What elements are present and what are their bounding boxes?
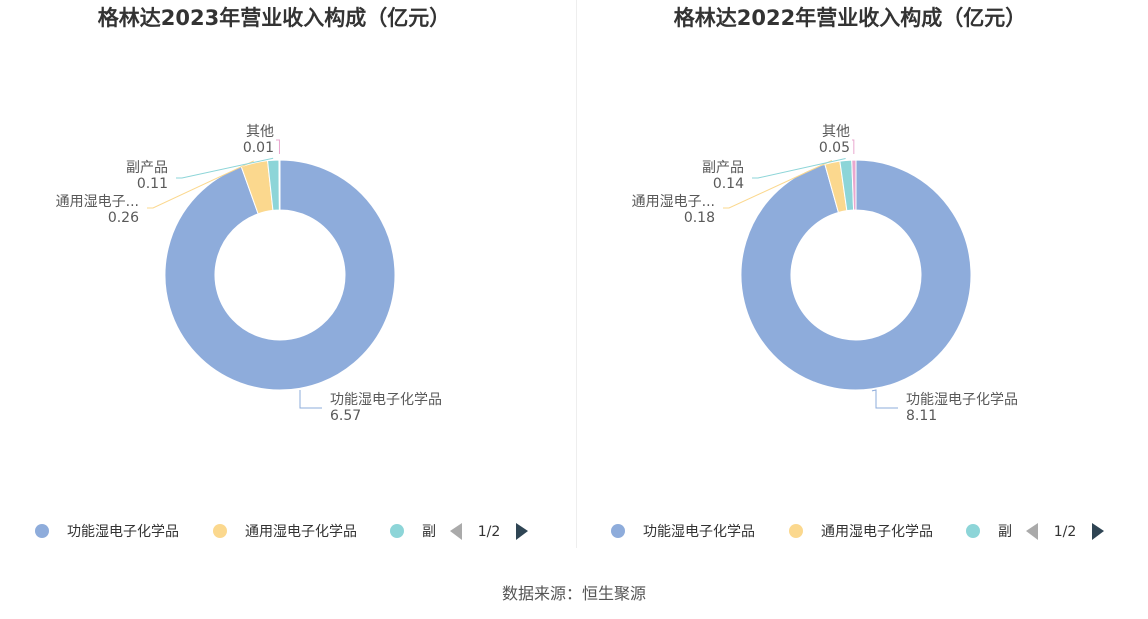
leader-line [723,160,833,209]
leader-line [871,389,898,409]
legend-label: 功能湿电子化学品 [67,524,179,540]
legend: 功能湿电子化学品 通用湿电子化学品 副 1/2 [611,523,1104,540]
slice-label-value: 0.14 [713,176,744,192]
legend-marker [611,524,625,538]
legend-item[interactable]: 功能湿电子化学品 [35,524,179,540]
legend-next-arrow-icon[interactable] [1092,523,1104,540]
legend-item[interactable]: 功能湿电子化学品 [611,524,755,540]
slice-label-name: 其他 [246,124,274,140]
chart-title: 格林达2023年营业收入构成（亿元） [98,6,450,30]
chart-title: 格林达2022年营业收入构成（亿元） [674,6,1026,30]
leader-line [752,157,846,179]
leader-line [276,139,280,155]
legend-marker [35,524,49,538]
legend-next-arrow-icon[interactable] [516,523,528,540]
data-source: 数据来源：恒生聚源 [501,584,646,603]
panel-divider [576,0,577,548]
pie-slice[interactable] [740,159,972,391]
pie-slice[interactable] [278,159,281,211]
pie-slice[interactable] [164,159,396,391]
legend-marker [213,524,227,538]
legend-label: 通用湿电子化学品 [245,524,357,540]
leader-line [299,389,322,409]
leader-line [852,139,855,155]
slice-label-name: 通用湿电子... [56,194,139,210]
legend-label: 通用湿电子化学品 [821,524,933,540]
slice-label-name: 功能湿电子化学品 [330,392,442,408]
slice-label-value: 6.57 [330,408,361,424]
slice-label-name: 副产品 [702,160,744,176]
legend-page-indicator: 1/2 [1054,524,1077,540]
slice-label-value: 0.05 [819,140,850,156]
leader-line [176,157,274,179]
legend-label: 副 [998,524,1012,540]
legend-marker [789,524,803,538]
legend-marker [390,524,404,538]
pie-chart-2023: 格林达2023年营业收入构成（亿元）功能湿电子化学品6.57通用湿电子...0.… [35,6,528,540]
slice-label-value: 8.11 [906,408,937,424]
legend-item[interactable]: 通用湿电子化学品 [789,524,933,540]
legend: 功能湿电子化学品 通用湿电子化学品 副 1/2 [35,523,528,540]
slice-label-value: 0.18 [684,210,715,226]
legend-label: 副 [422,524,436,540]
slice-label-value: 0.11 [137,176,168,192]
legend-prev-arrow-icon[interactable] [450,523,462,540]
legend-marker [966,524,980,538]
slice-label-name: 副产品 [126,160,168,176]
pie-chart-2022: 格林达2022年营业收入构成（亿元）功能湿电子化学品8.11通用湿电子...0.… [611,6,1104,540]
legend-item[interactable]: 副 [390,524,436,540]
legend-item[interactable]: 副 [966,524,1012,540]
slice-label-name: 功能湿电子化学品 [906,392,1018,408]
pie-slice[interactable] [851,159,857,211]
slice-label-value: 0.01 [243,140,274,156]
legend-label: 功能湿电子化学品 [643,524,755,540]
leader-line [147,160,254,209]
slice-label-value: 0.26 [108,210,139,226]
legend-prev-arrow-icon[interactable] [1026,523,1038,540]
legend-item[interactable]: 通用湿电子化学品 [213,524,357,540]
legend-page-indicator: 1/2 [478,524,501,540]
slice-label-name: 通用湿电子... [632,194,715,210]
slice-label-name: 其他 [822,124,850,140]
